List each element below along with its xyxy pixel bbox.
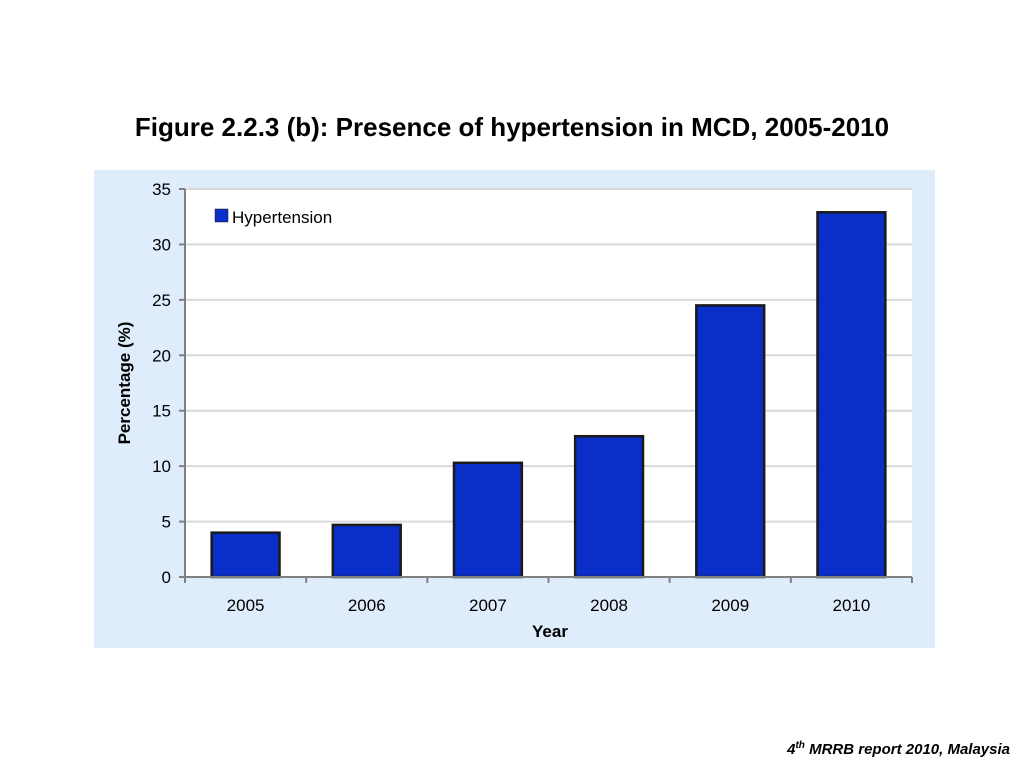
y-tick-labels: 0 5 10 15 20 25 30 35 xyxy=(152,180,185,587)
source-note: 4th MRRB report 2010, Malaysia xyxy=(787,740,1010,758)
y-tick-label: 25 xyxy=(152,291,171,310)
source-note-text: MRRB report 2010, Malaysia xyxy=(804,741,1010,758)
x-tick-labels: 2005 2006 2007 2008 2009 2010 xyxy=(184,577,913,615)
bar-2010 xyxy=(816,211,887,579)
legend: Hypertension xyxy=(214,208,332,227)
bar-2008 xyxy=(573,434,645,579)
y-tick-label: 15 xyxy=(152,402,171,421)
y-tick-label: 30 xyxy=(152,235,171,254)
x-tick-label: 2005 xyxy=(227,596,265,615)
y-tick-label: 20 xyxy=(152,346,171,365)
bars xyxy=(210,211,887,579)
x-tick-label: 2006 xyxy=(348,596,386,615)
source-note-superscript: th xyxy=(795,740,805,751)
legend-label: Hypertension xyxy=(232,208,332,227)
x-tick-label: 2009 xyxy=(711,596,749,615)
y-tick-label: 10 xyxy=(152,457,171,476)
bar-2007 xyxy=(452,461,524,579)
grid-lines xyxy=(185,188,912,523)
y-axis-label: Percentage (%) xyxy=(115,322,134,445)
x-tick-label: 2007 xyxy=(469,596,507,615)
y-tick-label: 0 xyxy=(162,568,171,587)
y-tick-label: 5 xyxy=(162,513,171,532)
y-tick-label: 35 xyxy=(152,180,171,199)
source-note-prefix: 4 xyxy=(787,741,796,758)
x-axis-label: Year xyxy=(532,622,568,641)
plot-area xyxy=(185,189,912,577)
bar-2005 xyxy=(210,531,281,579)
bar-2009 xyxy=(695,304,766,579)
chart-panel: 0 5 10 15 20 25 30 35 2005 2006 2007 2008 2009 2010 … xyxy=(94,170,935,648)
x-tick-label: 2010 xyxy=(833,596,871,615)
x-tick-label: 2008 xyxy=(590,596,628,615)
bar-2006 xyxy=(331,523,402,579)
page-title: Figure 2.2.3 (b): Presence of hypertensi… xyxy=(134,112,890,142)
legend-swatch xyxy=(214,208,229,223)
